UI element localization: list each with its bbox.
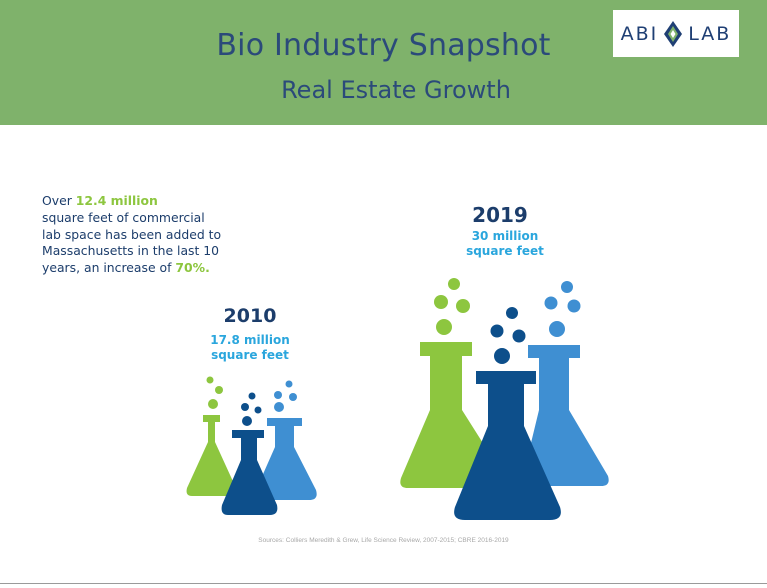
amount-2019-unit: square feet <box>466 244 544 258</box>
flasks-2019 <box>400 278 609 520</box>
bubble <box>512 329 526 343</box>
bubble <box>242 416 252 426</box>
blue-flask-large <box>522 345 609 486</box>
bubble <box>436 319 452 335</box>
logo-text-right: LAB <box>688 22 732 45</box>
slide-bottom-divider <box>0 583 767 584</box>
bubble <box>285 380 293 388</box>
bubble <box>289 393 297 401</box>
bubble <box>206 376 214 384</box>
bubble <box>254 406 262 414</box>
bubble <box>567 299 581 313</box>
amount-2010: 17.8 million square feet <box>190 333 310 363</box>
bubble <box>561 281 573 293</box>
bubble <box>434 295 448 309</box>
logo-text-left: ABI <box>620 22 659 45</box>
intro-highlight-percent: 70%. <box>175 260 210 276</box>
year-2010: 2010 <box>223 305 277 327</box>
bubble <box>456 299 470 313</box>
bubble <box>549 321 565 337</box>
blue-flask-small <box>255 418 317 500</box>
abi-lab-logo: ABI LAB <box>613 10 739 57</box>
bubble <box>544 296 558 310</box>
intro-line2: square feet of commercial <box>42 209 205 225</box>
page-title: Bio Industry Snapshot <box>216 28 551 63</box>
amount-2010-unit: square feet <box>211 348 289 362</box>
bubble <box>274 402 284 412</box>
navy-flask-small <box>221 430 278 515</box>
bubble <box>448 278 460 290</box>
bubble <box>248 392 256 400</box>
intro-text: Over 12.4 million square feet of commerc… <box>42 193 242 277</box>
bubble <box>494 348 510 364</box>
intro-line1-prefix: Over <box>42 193 76 208</box>
amount-2019: 30 million square feet <box>445 229 565 259</box>
bubble <box>274 391 282 399</box>
amount-2019-value: 30 million <box>471 229 539 243</box>
bubble <box>490 324 504 338</box>
amount-2010-value: 17.8 million <box>210 333 290 347</box>
intro-line3: lab space has been added to <box>42 226 222 242</box>
bubble <box>506 307 518 319</box>
flasks-2010 <box>186 376 317 515</box>
intro-line4: Massachusetts in the last 10 <box>42 243 220 259</box>
logo-diamond-icon <box>664 20 683 47</box>
page-subtitle: Real Estate Growth <box>281 76 511 104</box>
bubble <box>215 386 223 394</box>
header-banner: Bio Industry Snapshot Real Estate Growth… <box>0 0 767 125</box>
bubble <box>208 399 218 409</box>
intro-highlight-amount: 12.4 million <box>75 193 158 208</box>
source-citation: Sources: Colliers Meredith & Grew, Life … <box>258 537 509 544</box>
intro-line5-prefix: years, an increase of <box>42 260 176 276</box>
bubble <box>241 403 249 411</box>
navy-flask-large <box>454 371 561 520</box>
year-2019: 2019 <box>472 203 528 227</box>
green-flask-small <box>186 415 237 496</box>
